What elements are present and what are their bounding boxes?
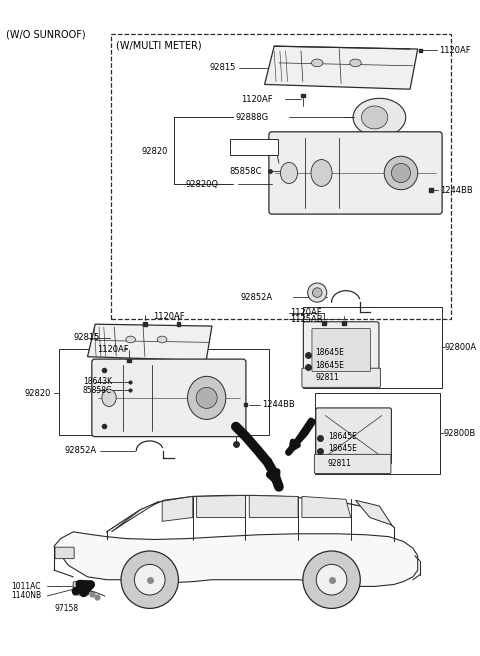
- Bar: [303, 307, 442, 388]
- FancyBboxPatch shape: [302, 368, 380, 387]
- Ellipse shape: [361, 106, 388, 129]
- Bar: [419, 49, 422, 52]
- Polygon shape: [264, 46, 418, 89]
- Text: 18643K: 18643K: [83, 377, 112, 386]
- Polygon shape: [162, 497, 193, 522]
- Circle shape: [316, 564, 347, 595]
- Text: 92820: 92820: [25, 388, 51, 398]
- Circle shape: [303, 551, 360, 608]
- Text: 92811: 92811: [328, 459, 352, 468]
- Ellipse shape: [280, 163, 298, 184]
- Text: 1120AF: 1120AF: [240, 94, 272, 104]
- Text: 18645E: 18645E: [315, 348, 344, 358]
- Ellipse shape: [102, 389, 116, 407]
- Polygon shape: [197, 495, 245, 518]
- FancyBboxPatch shape: [92, 359, 246, 437]
- FancyBboxPatch shape: [55, 547, 74, 559]
- Bar: [315, 393, 440, 474]
- Text: 92815: 92815: [209, 63, 236, 72]
- Bar: [243, 403, 247, 407]
- Circle shape: [134, 564, 165, 595]
- Circle shape: [308, 283, 327, 302]
- Text: 92811: 92811: [315, 373, 339, 382]
- Circle shape: [312, 288, 322, 297]
- Text: 1120AF: 1120AF: [153, 312, 184, 321]
- Text: 18645E: 18645E: [328, 444, 357, 453]
- Ellipse shape: [350, 59, 361, 67]
- Polygon shape: [87, 324, 212, 361]
- Text: 1120AF: 1120AF: [439, 46, 470, 55]
- Bar: [322, 321, 326, 325]
- FancyBboxPatch shape: [230, 140, 278, 155]
- Polygon shape: [249, 495, 298, 518]
- Text: 1244BB: 1244BB: [440, 186, 472, 195]
- Ellipse shape: [391, 163, 410, 182]
- Text: 97158: 97158: [54, 604, 78, 613]
- Ellipse shape: [312, 59, 323, 67]
- Text: 85858C: 85858C: [83, 386, 112, 395]
- Text: 85858C: 85858C: [229, 167, 262, 176]
- Text: 92800A: 92800A: [444, 342, 477, 352]
- FancyBboxPatch shape: [316, 408, 391, 464]
- FancyBboxPatch shape: [314, 455, 391, 474]
- Text: 92820: 92820: [142, 148, 168, 156]
- Ellipse shape: [126, 336, 135, 343]
- Ellipse shape: [188, 377, 226, 419]
- Text: 1120AF: 1120AF: [290, 308, 322, 318]
- Ellipse shape: [384, 156, 418, 190]
- Text: (W/MULTI METER): (W/MULTI METER): [116, 41, 202, 51]
- Bar: [127, 359, 131, 363]
- Text: 92820Q: 92820Q: [185, 180, 218, 189]
- Polygon shape: [54, 532, 418, 586]
- Text: 1120AF: 1120AF: [97, 344, 129, 354]
- Text: 92888G: 92888G: [236, 113, 269, 122]
- Text: 18645E: 18645E: [328, 432, 357, 441]
- Ellipse shape: [157, 336, 167, 343]
- Ellipse shape: [353, 98, 406, 136]
- Polygon shape: [111, 501, 159, 532]
- Text: 92852A: 92852A: [240, 293, 273, 302]
- Text: B12WB: B12WB: [240, 142, 268, 152]
- Polygon shape: [356, 501, 392, 525]
- Bar: [177, 322, 180, 326]
- Bar: [301, 94, 305, 97]
- Bar: [342, 321, 346, 325]
- Text: 1011AC: 1011AC: [11, 582, 40, 591]
- Ellipse shape: [311, 159, 332, 186]
- Circle shape: [121, 551, 179, 608]
- Text: 92815: 92815: [73, 333, 99, 342]
- Text: 1125AB: 1125AB: [290, 315, 323, 324]
- Bar: [429, 188, 433, 192]
- Text: 1140NB: 1140NB: [11, 592, 41, 600]
- Text: 92800B: 92800B: [444, 429, 476, 438]
- FancyBboxPatch shape: [73, 582, 88, 595]
- Bar: [111, 34, 451, 319]
- Ellipse shape: [196, 387, 217, 409]
- FancyBboxPatch shape: [269, 132, 442, 214]
- FancyBboxPatch shape: [312, 329, 371, 371]
- Bar: [143, 322, 147, 326]
- Text: 18645E: 18645E: [315, 361, 344, 370]
- Polygon shape: [302, 497, 351, 518]
- Text: 1244BB: 1244BB: [262, 400, 294, 409]
- Bar: [59, 349, 269, 435]
- Text: (W/O SUNROOF): (W/O SUNROOF): [6, 30, 86, 39]
- FancyBboxPatch shape: [303, 322, 379, 379]
- Text: 92852A: 92852A: [65, 446, 97, 455]
